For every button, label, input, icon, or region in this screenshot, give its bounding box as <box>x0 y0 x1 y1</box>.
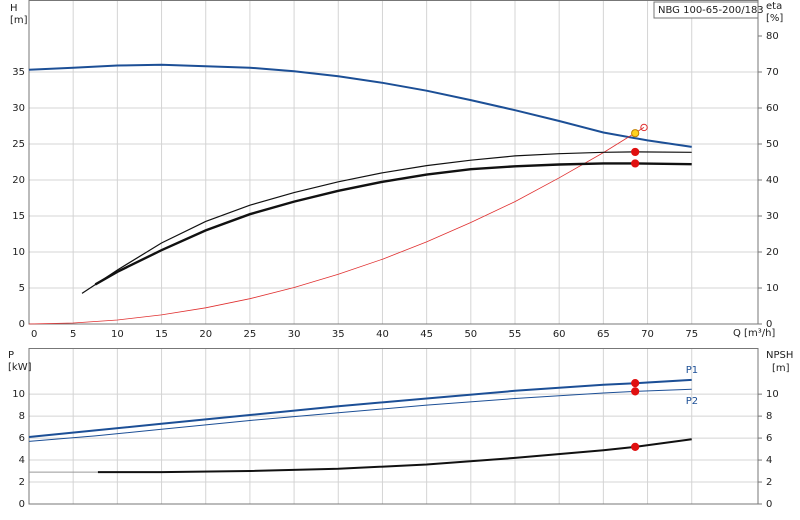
y-tick-label: 10 <box>12 247 25 258</box>
y2-tick-label: 2 <box>766 477 772 488</box>
operating-point <box>631 387 640 396</box>
y-label: H <box>10 3 18 14</box>
y2-tick-label: 30 <box>766 211 779 222</box>
x-tick-label: 35 <box>332 329 345 340</box>
x-tick-label: 75 <box>685 329 698 340</box>
x-tick-label: 5 <box>70 329 76 340</box>
y2-unit: [%] <box>766 13 783 24</box>
x-tick-label: 70 <box>641 329 654 340</box>
y2-tick-label: 10 <box>766 283 779 294</box>
y2-unit: [m] <box>772 363 790 374</box>
x-tick-label: 55 <box>509 329 522 340</box>
operating-point <box>640 123 648 132</box>
y-tick-label: 8 <box>19 411 25 422</box>
y2-tick-label: 20 <box>766 247 779 258</box>
y2-tick-label: 6 <box>766 433 772 444</box>
curve <box>28 127 645 325</box>
y-unit: [m] <box>10 15 28 26</box>
y-tick-label: 5 <box>19 283 25 294</box>
curve <box>97 438 692 474</box>
x-tick-label: 65 <box>597 329 610 340</box>
x-tick-label: 10 <box>111 329 124 340</box>
plot-frame <box>28 0 759 325</box>
y-tick-label: 25 <box>12 139 25 150</box>
operating-point <box>631 442 640 451</box>
curve <box>94 162 692 286</box>
y2-tick-label: 0 <box>766 319 772 330</box>
y2-label: NPSH <box>766 350 793 361</box>
curve <box>81 151 692 294</box>
curve-label: P2 <box>686 396 698 407</box>
y-tick-label: 0 <box>19 499 25 510</box>
curve <box>28 388 692 442</box>
y2-tick-label: 80 <box>766 31 779 42</box>
operating-point <box>631 159 640 168</box>
y-unit: [kW] <box>8 362 32 373</box>
x-tick-label: 30 <box>288 329 301 340</box>
x-tick-label: 25 <box>244 329 257 340</box>
y2-tick-label: 50 <box>766 139 779 150</box>
y-tick-label: 6 <box>19 433 25 444</box>
y2-tick-label: 70 <box>766 67 779 78</box>
y-tick-label: 2 <box>19 477 25 488</box>
y-tick-label: 10 <box>12 389 25 400</box>
title-box <box>653 1 759 19</box>
y2-tick-label: 4 <box>766 455 772 466</box>
x-label: Q [m³/h] <box>733 328 775 339</box>
operating-point <box>631 129 640 138</box>
y2-label: eta <box>766 1 782 12</box>
y2-tick-label: 0 <box>766 499 772 510</box>
x-tick-label: 0 <box>31 329 37 340</box>
y-tick-label: 0 <box>19 319 25 330</box>
y2-tick-label: 8 <box>766 411 772 422</box>
y-label: P <box>8 350 14 361</box>
operating-point <box>631 379 640 388</box>
curve-label: P1 <box>686 365 698 376</box>
x-tick-label: 20 <box>199 329 212 340</box>
x-tick-label: 40 <box>376 329 389 340</box>
curve <box>28 378 692 438</box>
chart-title: NBG 100-65-200/183 <box>658 5 764 16</box>
y-tick-label: 30 <box>12 103 25 114</box>
plot-frame <box>28 348 759 505</box>
x-tick-label: 60 <box>553 329 566 340</box>
y-tick-label: 20 <box>12 175 25 186</box>
operating-point <box>631 147 640 157</box>
x-tick-label: 50 <box>464 329 477 340</box>
y2-tick-label: 40 <box>766 175 779 186</box>
y2-tick-label: 10 <box>766 389 779 400</box>
x-tick-label: 15 <box>155 329 168 340</box>
curve <box>28 63 692 148</box>
y-tick-label: 35 <box>12 67 25 78</box>
y-tick-label: 15 <box>12 211 25 222</box>
y2-tick-label: 60 <box>766 103 779 114</box>
y-tick-label: 4 <box>19 455 25 466</box>
x-tick-label: 45 <box>420 329 433 340</box>
